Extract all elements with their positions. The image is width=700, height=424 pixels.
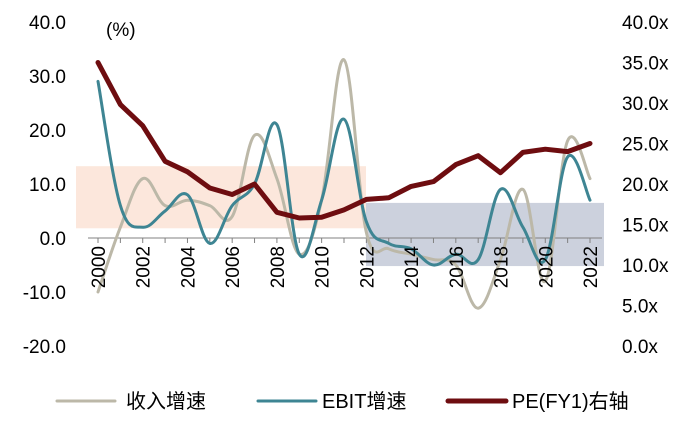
legend-label-1: EBIT增速 bbox=[322, 390, 406, 413]
y-left-tick-label: -20.0 bbox=[23, 337, 66, 358]
y-right-tick-label: 15.0x bbox=[622, 216, 669, 237]
x-tick-label: 2000 bbox=[89, 246, 110, 288]
y-right-tick-label: 10.0x bbox=[622, 256, 669, 277]
x-tick-label: 2020 bbox=[536, 246, 557, 288]
y-right-tick-label: 40.0x bbox=[622, 13, 669, 34]
x-tick-label: 2006 bbox=[223, 246, 244, 288]
x-tick-label: 2012 bbox=[357, 246, 378, 288]
y-left-tick-label: 0.0 bbox=[40, 229, 66, 250]
y-left-tick-label: 40.0 bbox=[29, 13, 66, 34]
y-right-tick-label: 0.0x bbox=[622, 337, 658, 358]
x-tick-label: 2014 bbox=[402, 246, 423, 289]
series-line-1 bbox=[96, 79, 592, 267]
y-right-tick-label: 20.0x bbox=[622, 175, 669, 196]
series-line-0 bbox=[96, 58, 592, 310]
x-tick-label: 2022 bbox=[581, 246, 602, 288]
x-tick-label: 2008 bbox=[268, 246, 289, 288]
series-line-2 bbox=[95, 60, 593, 221]
y-right-tick-label: 35.0x bbox=[622, 54, 669, 75]
y-right-tick-label: 5.0x bbox=[622, 297, 658, 318]
y-left-tick-label: 30.0 bbox=[29, 67, 66, 88]
y-left-tick-label: -10.0 bbox=[23, 283, 66, 304]
unit-label: (%) bbox=[106, 20, 136, 41]
x-tick-label: 2010 bbox=[313, 246, 334, 288]
x-tick-label: 2002 bbox=[134, 246, 155, 288]
y-left-tick-label: 10.0 bbox=[29, 175, 66, 196]
y-right-tick-label: 30.0x bbox=[622, 94, 669, 115]
legend-label-2: PE(FY1)右轴 bbox=[512, 390, 629, 413]
x-tick-label: 2016 bbox=[447, 246, 468, 288]
y-left-tick-label: 20.0 bbox=[29, 121, 66, 142]
y-right-tick-label: 25.0x bbox=[622, 135, 669, 156]
x-tick-label: 2018 bbox=[492, 246, 513, 288]
legend-label-0: 收入增速 bbox=[126, 390, 206, 413]
x-tick-label: 2004 bbox=[178, 246, 199, 289]
